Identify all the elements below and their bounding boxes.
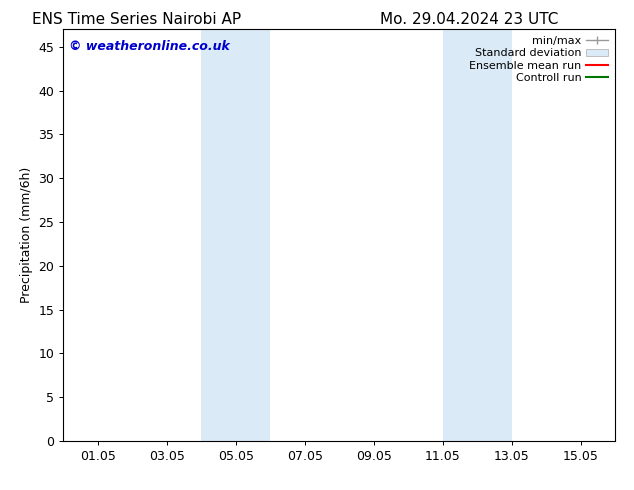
Bar bbox=[443, 29, 512, 441]
Bar bbox=[202, 29, 270, 441]
Text: Mo. 29.04.2024 23 UTC: Mo. 29.04.2024 23 UTC bbox=[380, 12, 559, 27]
Legend: min/max, Standard deviation, Ensemble mean run, Controll run: min/max, Standard deviation, Ensemble me… bbox=[466, 33, 612, 86]
Text: ENS Time Series Nairobi AP: ENS Time Series Nairobi AP bbox=[32, 12, 241, 27]
Text: © weatheronline.co.uk: © weatheronline.co.uk bbox=[69, 40, 230, 53]
Y-axis label: Precipitation (mm/6h): Precipitation (mm/6h) bbox=[20, 167, 33, 303]
